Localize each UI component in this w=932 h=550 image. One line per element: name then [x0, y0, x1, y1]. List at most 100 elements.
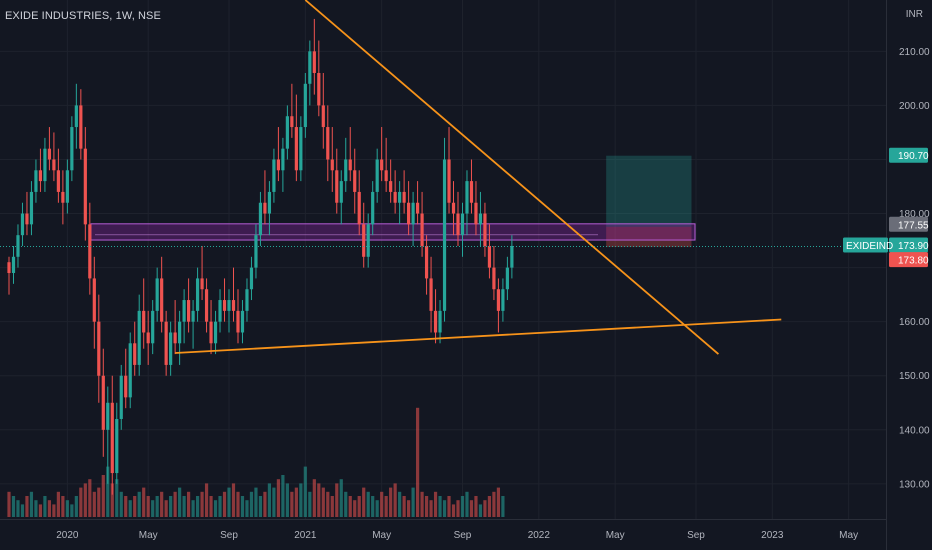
- volume-bar: [442, 500, 447, 517]
- candle-body: [321, 105, 325, 128]
- volume-bar: [267, 483, 272, 517]
- candle-body: [384, 170, 388, 182]
- volume-bar: [43, 496, 47, 517]
- candle-body: [478, 213, 483, 225]
- candle-body: [330, 159, 334, 171]
- candle-body: [442, 159, 447, 311]
- y-tick-label: 130.00: [899, 479, 930, 490]
- x-tick-label: Sep: [687, 530, 705, 541]
- volume-bar: [151, 500, 155, 517]
- volume-bar: [191, 500, 195, 517]
- trendline-descending-resistance: [304, 0, 720, 355]
- candle-body: [88, 224, 92, 279]
- candle-body: [218, 300, 222, 322]
- volume-bar: [492, 491, 496, 517]
- volume-bar: [227, 487, 231, 517]
- candle-body: [106, 402, 110, 430]
- symbol-title: EXIDE INDUSTRIES, 1W, NSE: [5, 10, 161, 22]
- volume-bar: [411, 487, 415, 517]
- candle-body: [362, 224, 366, 257]
- volume-bar: [429, 500, 433, 517]
- candle-body: [357, 191, 361, 225]
- candle-body: [312, 51, 316, 73]
- candle-body: [245, 289, 249, 311]
- x-tick-label: 2022: [528, 530, 551, 541]
- position-target-zone: [606, 155, 692, 227]
- volume-bar: [393, 483, 397, 517]
- volume-bar: [124, 496, 128, 517]
- volume-bar: [294, 487, 298, 517]
- price-label-entry: 177.55: [889, 216, 929, 232]
- candle-body: [303, 83, 307, 128]
- candle-body: [79, 105, 83, 149]
- candle-body: [182, 300, 186, 322]
- volume-bar: [47, 500, 52, 517]
- candle-body: [231, 300, 236, 311]
- volume-bar: [97, 487, 101, 517]
- volume-bar: [155, 496, 159, 517]
- y-tick-label: 210.00: [899, 47, 930, 58]
- volume-bar: [281, 475, 285, 517]
- volume-bar: [56, 491, 60, 517]
- volume-bar: [133, 496, 137, 517]
- x-tick-label: 2021: [294, 530, 317, 541]
- y-tick-label: 180.00: [899, 209, 930, 220]
- candle-body: [178, 321, 182, 344]
- volume-bar: [487, 496, 492, 517]
- candle-body: [308, 51, 312, 84]
- candle-body: [375, 159, 379, 192]
- price-label-last: 173.90 EXIDEIND: [843, 237, 929, 253]
- candle-body: [353, 170, 357, 192]
- candle-body: [366, 224, 370, 257]
- candle-body: [339, 181, 343, 203]
- support-resistance-zone: [90, 223, 696, 241]
- volume-bar: [420, 491, 424, 517]
- candle-body: [469, 181, 474, 203]
- candle-body: [29, 191, 34, 225]
- volume-bar: [182, 496, 186, 517]
- volume-bar: [433, 491, 438, 517]
- candle-body: [371, 191, 375, 225]
- volume-bar: [101, 475, 105, 517]
- candle-body: [447, 159, 451, 203]
- candle-body: [74, 105, 78, 128]
- volume-bar: [478, 504, 483, 517]
- volume-bar: [407, 500, 411, 517]
- volume-bar: [52, 504, 56, 517]
- candle-body: [25, 213, 29, 225]
- volume-bars: [7, 407, 505, 517]
- candle-body: [70, 127, 74, 171]
- volume-bar: [447, 496, 451, 517]
- candle-body: [169, 332, 173, 365]
- price-label-text: 173.90: [898, 241, 929, 252]
- candle-body: [285, 116, 289, 149]
- volume-bar: [173, 491, 177, 517]
- candle-body: [272, 159, 276, 192]
- volume-bar: [160, 491, 164, 517]
- x-tick-label: May: [139, 530, 158, 541]
- volume-bar: [79, 487, 83, 517]
- candle-body: [65, 170, 69, 203]
- volume-bar: [65, 500, 69, 517]
- candle-body: [451, 202, 456, 214]
- candle-body: [61, 191, 65, 203]
- price-label-box: [889, 147, 928, 163]
- candle-body: [510, 245, 514, 268]
- candle-body: [195, 278, 200, 311]
- volume-bar: [231, 483, 236, 517]
- candle-body: [110, 402, 114, 474]
- candle-body: [43, 148, 47, 182]
- candle-body: [47, 148, 52, 160]
- volume-bar: [456, 500, 460, 517]
- candle-body: [335, 170, 339, 203]
- volume-bar: [146, 496, 150, 517]
- volume-bar: [501, 496, 505, 517]
- volume-bar: [312, 479, 316, 517]
- candle-body: [137, 310, 141, 365]
- candle-body: [227, 300, 231, 311]
- volume-bar: [317, 483, 321, 517]
- candle-body: [415, 202, 420, 214]
- volume-bar: [438, 496, 442, 517]
- volume-bar: [240, 496, 245, 517]
